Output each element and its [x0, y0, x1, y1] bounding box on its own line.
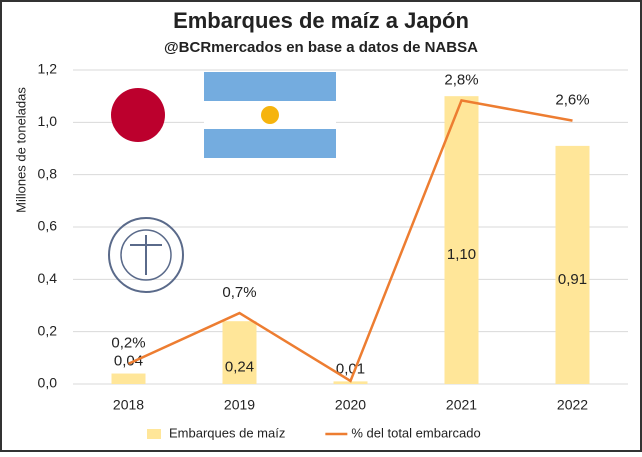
legend-swatch [147, 429, 161, 439]
y-tick-label: 0,6 [38, 218, 58, 234]
bar-value-label: 0,91 [558, 271, 587, 288]
decorations [108, 72, 336, 293]
bar-value-label: 1,10 [447, 246, 476, 263]
chart-subtitle: @BCRmercados en base a datos de NABSA [164, 39, 478, 56]
y-tick-label: 0,8 [38, 165, 58, 181]
y-tick-label: 0,4 [38, 270, 58, 286]
x-tick-label: 2019 [224, 397, 255, 413]
bar [222, 321, 257, 384]
x-tick-label: 2020 [335, 397, 366, 413]
logo [108, 217, 184, 293]
y-tick-label: 1,0 [38, 113, 58, 129]
line-value-label: 2,6% [555, 92, 589, 109]
x-tick-label: 2021 [446, 397, 477, 413]
x-tick-label: 2018 [113, 397, 144, 413]
line-value-label: 0,7% [222, 284, 256, 301]
japan-flag [111, 88, 165, 142]
legend-label: Embarques de maíz [169, 425, 285, 440]
chart-title: Embarques de maíz a Japón [173, 8, 469, 33]
y-tick-label: 0,0 [38, 375, 58, 391]
line [127, 98, 573, 383]
bar [555, 145, 590, 384]
bar [111, 373, 146, 384]
bar [444, 96, 479, 385]
line-value-label: 0,2% [111, 335, 145, 352]
y-tick-label: 0,2 [38, 322, 58, 338]
y-tick-label: 1,2 [38, 61, 58, 77]
argentina-flag [204, 72, 336, 158]
y-axis-label: Millones de toneladas [13, 87, 28, 213]
x-tick-label: 2022 [557, 397, 588, 413]
legend-label: % del total embarcado [351, 425, 480, 440]
line-value-label: 2,8% [444, 71, 478, 88]
bar [333, 381, 368, 384]
bar-value-label: 0,04 [114, 353, 143, 370]
bar-value-label: 0,24 [225, 359, 254, 376]
